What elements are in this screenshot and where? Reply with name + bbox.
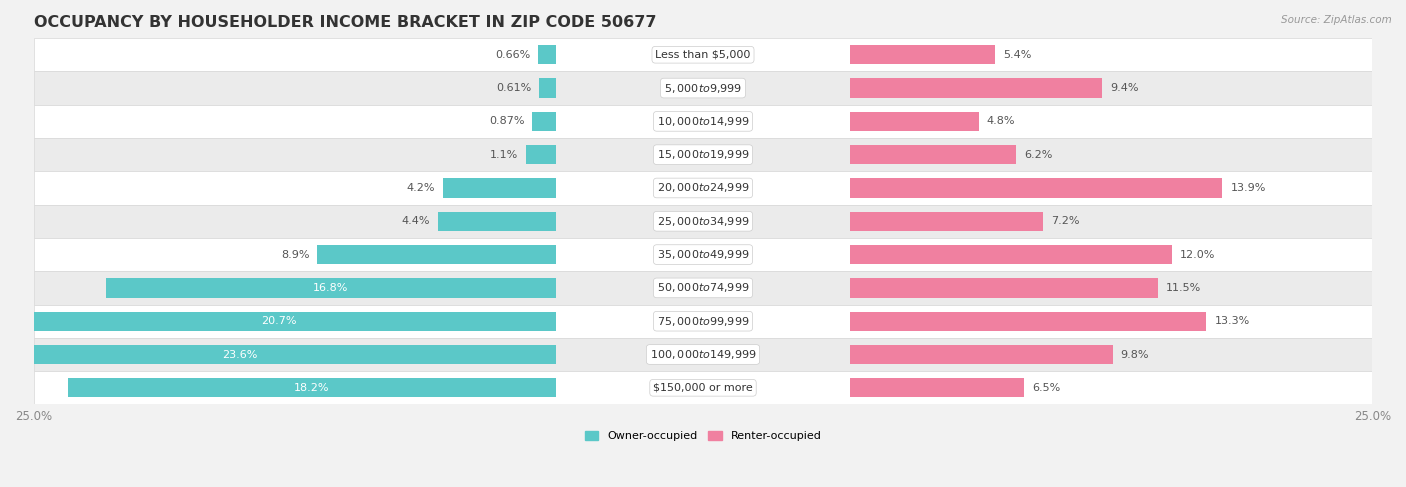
Bar <box>851 245 1171 264</box>
Text: $100,000 to $149,999: $100,000 to $149,999 <box>650 348 756 361</box>
Bar <box>851 45 995 64</box>
Text: 23.6%: 23.6% <box>222 350 257 359</box>
Text: 5.4%: 5.4% <box>1002 50 1031 60</box>
Text: 20.7%: 20.7% <box>262 316 297 326</box>
Text: 1.1%: 1.1% <box>489 150 519 160</box>
Text: $35,000 to $49,999: $35,000 to $49,999 <box>657 248 749 261</box>
FancyBboxPatch shape <box>34 105 1372 138</box>
Text: $75,000 to $99,999: $75,000 to $99,999 <box>657 315 749 328</box>
FancyBboxPatch shape <box>34 38 1372 72</box>
Text: 0.61%: 0.61% <box>496 83 531 93</box>
Text: Source: ZipAtlas.com: Source: ZipAtlas.com <box>1281 15 1392 25</box>
Bar <box>851 178 1222 198</box>
Bar <box>851 378 1025 397</box>
Bar <box>1 312 555 331</box>
Text: 8.9%: 8.9% <box>281 250 309 260</box>
Text: 9.4%: 9.4% <box>1109 83 1139 93</box>
Bar <box>851 78 1102 98</box>
Bar <box>851 212 1043 231</box>
Bar <box>851 312 1206 331</box>
Text: $20,000 to $24,999: $20,000 to $24,999 <box>657 182 749 194</box>
FancyBboxPatch shape <box>34 338 1372 371</box>
Text: $15,000 to $19,999: $15,000 to $19,999 <box>657 148 749 161</box>
Text: 13.3%: 13.3% <box>1215 316 1250 326</box>
Text: 16.8%: 16.8% <box>314 283 349 293</box>
Text: 6.5%: 6.5% <box>1032 383 1060 393</box>
Bar <box>540 78 555 98</box>
Bar <box>69 378 555 397</box>
Text: 4.2%: 4.2% <box>406 183 436 193</box>
Text: 7.2%: 7.2% <box>1052 216 1080 226</box>
FancyBboxPatch shape <box>34 72 1372 105</box>
Bar <box>105 278 555 298</box>
Text: $25,000 to $34,999: $25,000 to $34,999 <box>657 215 749 228</box>
Bar <box>851 278 1159 298</box>
Bar <box>533 112 555 131</box>
Bar <box>0 345 555 364</box>
Text: 0.87%: 0.87% <box>489 116 524 126</box>
FancyBboxPatch shape <box>34 138 1372 171</box>
Text: $50,000 to $74,999: $50,000 to $74,999 <box>657 281 749 295</box>
Text: 13.9%: 13.9% <box>1230 183 1265 193</box>
Text: $5,000 to $9,999: $5,000 to $9,999 <box>664 81 742 94</box>
Text: 0.66%: 0.66% <box>495 50 530 60</box>
Text: 11.5%: 11.5% <box>1166 283 1202 293</box>
Bar <box>851 345 1112 364</box>
FancyBboxPatch shape <box>34 238 1372 271</box>
FancyBboxPatch shape <box>34 171 1372 205</box>
Bar <box>851 145 1017 164</box>
Text: OCCUPANCY BY HOUSEHOLDER INCOME BRACKET IN ZIP CODE 50677: OCCUPANCY BY HOUSEHOLDER INCOME BRACKET … <box>34 15 657 30</box>
Text: $10,000 to $14,999: $10,000 to $14,999 <box>657 115 749 128</box>
Bar <box>851 112 979 131</box>
Bar <box>526 145 555 164</box>
Text: 6.2%: 6.2% <box>1025 150 1053 160</box>
Text: 12.0%: 12.0% <box>1180 250 1215 260</box>
Text: $150,000 or more: $150,000 or more <box>654 383 752 393</box>
Bar <box>437 212 555 231</box>
Text: 4.8%: 4.8% <box>987 116 1015 126</box>
FancyBboxPatch shape <box>34 304 1372 338</box>
Text: 4.4%: 4.4% <box>401 216 430 226</box>
Bar <box>318 245 555 264</box>
Text: 9.8%: 9.8% <box>1121 350 1149 359</box>
FancyBboxPatch shape <box>34 271 1372 304</box>
Text: 18.2%: 18.2% <box>294 383 330 393</box>
Text: Less than $5,000: Less than $5,000 <box>655 50 751 60</box>
Bar <box>538 45 555 64</box>
FancyBboxPatch shape <box>34 205 1372 238</box>
FancyBboxPatch shape <box>34 371 1372 405</box>
Bar <box>443 178 555 198</box>
Legend: Owner-occupied, Renter-occupied: Owner-occupied, Renter-occupied <box>579 425 827 447</box>
